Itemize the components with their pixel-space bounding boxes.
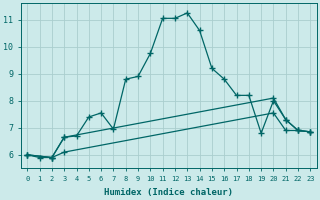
X-axis label: Humidex (Indice chaleur): Humidex (Indice chaleur) <box>104 188 233 197</box>
